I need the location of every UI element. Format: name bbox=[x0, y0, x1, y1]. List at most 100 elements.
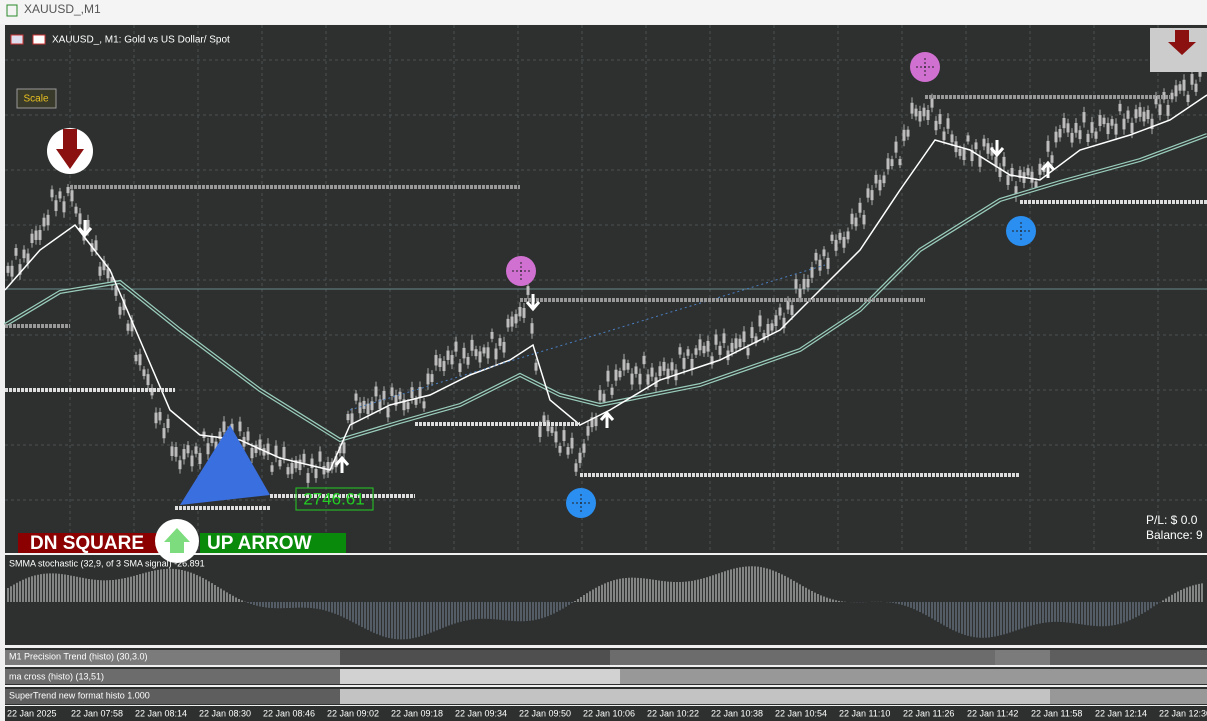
main-plot bbox=[3, 28, 1207, 518]
candle-body bbox=[462, 347, 466, 359]
candle-body bbox=[270, 465, 274, 472]
slow-ma-core bbox=[4, 134, 1207, 441]
scale-button-label[interactable]: Scale bbox=[23, 94, 48, 105]
candle-body bbox=[386, 407, 390, 418]
stochastic-histogram bbox=[7, 566, 1203, 640]
candle-body bbox=[890, 159, 894, 167]
candle-body bbox=[370, 401, 374, 411]
candle-body bbox=[322, 465, 326, 475]
candle-body bbox=[510, 316, 514, 327]
candle-body bbox=[570, 437, 574, 449]
candle-body bbox=[642, 355, 646, 365]
candle-body bbox=[530, 323, 534, 334]
title-bar bbox=[0, 0, 1207, 24]
candle-body bbox=[414, 398, 418, 405]
candle-body bbox=[466, 356, 470, 365]
candle-body bbox=[1006, 175, 1010, 185]
candle-body bbox=[1074, 122, 1078, 133]
candle-body bbox=[758, 315, 762, 327]
candle-body bbox=[198, 453, 202, 464]
time-label: 22 Jan 09:18 bbox=[391, 708, 443, 718]
candle-body bbox=[886, 158, 890, 170]
candle-body bbox=[362, 400, 366, 409]
candle-body bbox=[398, 391, 402, 400]
signal-cross bbox=[1012, 222, 1030, 240]
candle-body bbox=[1018, 170, 1022, 179]
candle-body bbox=[778, 307, 782, 316]
indicator-label: M1 Precision Trend (histo) (30,3.0) bbox=[9, 651, 148, 661]
labels: XAUUSD_, M1: Gold vs US Dollar/ Spot Sca… bbox=[7, 34, 1207, 718]
candle-body bbox=[1158, 104, 1162, 116]
candle-body bbox=[262, 448, 266, 456]
candle-body bbox=[334, 456, 338, 468]
candle-body bbox=[162, 428, 166, 439]
candle-body bbox=[798, 288, 802, 298]
histo-segment bbox=[340, 669, 620, 684]
candle-body bbox=[186, 445, 190, 454]
candle-body bbox=[594, 417, 598, 427]
candle-body bbox=[982, 138, 986, 147]
candle-body bbox=[86, 219, 90, 231]
candle-body bbox=[266, 443, 270, 455]
candle-body bbox=[194, 446, 198, 454]
candle-body bbox=[1138, 107, 1142, 117]
candle-body bbox=[30, 233, 34, 244]
price-box bbox=[295, 487, 374, 511]
histo-segment bbox=[995, 650, 1050, 665]
up-signal: UP ARROW bbox=[207, 533, 312, 554]
candle-body bbox=[994, 156, 998, 167]
arrow bbox=[989, 140, 1005, 158]
candle-body bbox=[10, 265, 14, 277]
candle-body bbox=[1154, 96, 1158, 105]
candle-body bbox=[470, 339, 474, 351]
candle-body bbox=[870, 190, 874, 201]
candle-body bbox=[834, 239, 838, 251]
candle-body bbox=[538, 426, 542, 437]
chart-header: XAUUSD_, M1: Gold vs US Dollar/ Spot bbox=[52, 35, 230, 46]
scale-button[interactable] bbox=[16, 88, 57, 109]
candle-body bbox=[114, 285, 118, 296]
histo-segment bbox=[620, 669, 1207, 684]
time-label: 22 Jan 10:22 bbox=[647, 708, 699, 718]
candle-body bbox=[894, 141, 898, 153]
candle-body bbox=[366, 403, 370, 415]
time-label: 22 Jan 08:14 bbox=[135, 708, 187, 718]
candle-body bbox=[98, 266, 102, 276]
candle-body bbox=[1014, 186, 1018, 197]
candle-body bbox=[730, 342, 734, 353]
candle-body bbox=[662, 361, 666, 371]
candle-body bbox=[238, 421, 242, 432]
candle-body bbox=[374, 386, 378, 397]
candle-body bbox=[754, 336, 758, 344]
histo-segment bbox=[5, 650, 340, 665]
candle-body bbox=[1190, 74, 1194, 85]
candle-body bbox=[434, 355, 438, 366]
candle-body bbox=[686, 349, 690, 356]
indicator-label: SuperTrend new format histo 1.000 bbox=[9, 690, 150, 700]
arrow bbox=[1040, 160, 1056, 178]
pl-label: P/L: $ 0.0 bbox=[1146, 513, 1198, 527]
candle-body bbox=[278, 459, 282, 467]
candle-body bbox=[66, 187, 70, 194]
candle-body bbox=[702, 345, 706, 354]
candle-body bbox=[858, 202, 862, 213]
candle-body bbox=[838, 232, 842, 240]
candle-body bbox=[1114, 123, 1118, 135]
candle-body bbox=[1174, 85, 1178, 97]
flag-icon bbox=[10, 34, 24, 45]
candle-body bbox=[358, 402, 362, 414]
candle-body bbox=[446, 350, 450, 360]
candle-body bbox=[486, 347, 490, 359]
candle-body bbox=[14, 248, 18, 256]
candle-body bbox=[802, 278, 806, 290]
candle-body bbox=[554, 431, 558, 443]
candle-body bbox=[1066, 123, 1070, 133]
candle-body bbox=[770, 323, 774, 331]
up-signal-icon bbox=[164, 528, 190, 553]
window-icon bbox=[6, 4, 18, 17]
arrow bbox=[77, 220, 93, 238]
candle-body bbox=[402, 399, 406, 411]
candle-body bbox=[710, 356, 714, 365]
balance-label: Balance: 9 bbox=[1146, 528, 1203, 542]
candle-body bbox=[794, 279, 798, 289]
